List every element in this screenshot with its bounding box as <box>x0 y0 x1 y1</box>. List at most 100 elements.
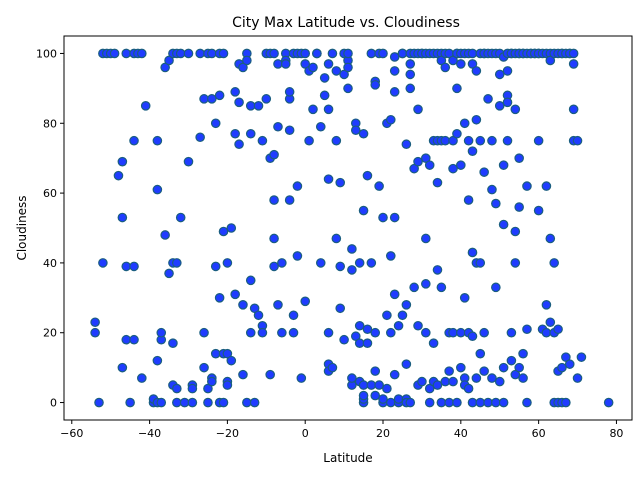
y-tick-label: 20 <box>43 327 57 340</box>
data-point <box>354 258 365 268</box>
data-point <box>436 282 447 293</box>
data-point <box>444 366 454 376</box>
data-point <box>98 258 108 268</box>
data-point <box>409 282 419 293</box>
data-point <box>417 376 427 387</box>
data-point <box>448 163 458 174</box>
data-point <box>218 226 229 237</box>
x-tick-label: −60 <box>60 427 83 440</box>
data-point <box>175 48 186 59</box>
data-point <box>245 327 256 338</box>
data-point <box>214 90 225 101</box>
data-point <box>331 135 342 146</box>
data-point <box>553 324 563 335</box>
data-point <box>117 212 128 223</box>
data-point <box>370 80 381 90</box>
data-point <box>568 59 579 69</box>
data-point <box>502 135 513 146</box>
data-point <box>226 355 237 366</box>
data-point <box>413 104 423 115</box>
data-point <box>494 376 505 387</box>
data-point <box>385 114 396 125</box>
data-point <box>378 394 388 404</box>
x-tick-label: 60 <box>532 427 546 440</box>
data-point <box>514 153 524 163</box>
data-point <box>440 376 451 387</box>
data-point <box>343 48 353 59</box>
data-point <box>199 94 209 104</box>
data-point <box>545 233 556 244</box>
data-point <box>471 114 482 125</box>
data-point <box>475 397 486 408</box>
data-point <box>121 261 132 272</box>
data-point <box>428 338 439 348</box>
data-point <box>187 397 198 408</box>
data-point <box>487 373 497 383</box>
data-point <box>164 268 174 279</box>
data-point <box>572 135 583 146</box>
data-point <box>522 324 532 335</box>
data-point <box>397 310 408 321</box>
data-point <box>121 48 132 59</box>
data-point <box>385 327 396 338</box>
data-point <box>498 362 509 373</box>
data-point <box>459 118 470 129</box>
data-point <box>487 184 497 195</box>
data-point <box>129 261 139 272</box>
data-point <box>366 48 377 59</box>
data-point <box>491 198 501 209</box>
data-point <box>568 104 579 115</box>
data-point <box>522 397 532 408</box>
data-point <box>230 289 240 300</box>
data-point <box>389 212 400 223</box>
data-point <box>199 327 209 338</box>
data-point <box>514 362 524 373</box>
data-point <box>242 55 252 66</box>
data-point <box>483 397 493 408</box>
data-point <box>292 251 303 261</box>
data-point <box>245 275 256 286</box>
data-point <box>370 327 381 338</box>
data-point <box>401 139 412 150</box>
data-point <box>475 258 486 268</box>
data-point <box>218 48 229 59</box>
data-point <box>238 299 248 310</box>
data-point <box>269 195 279 205</box>
data-point <box>172 383 182 394</box>
data-point <box>137 48 147 59</box>
data-point <box>347 244 357 254</box>
data-point <box>207 48 217 59</box>
data-point <box>502 97 513 108</box>
data-point <box>471 66 482 76</box>
data-point <box>413 320 423 331</box>
data-point <box>389 369 400 380</box>
data-point <box>421 279 431 289</box>
data-point <box>315 121 326 132</box>
data-point <box>354 320 365 331</box>
data-point <box>183 48 194 59</box>
data-point <box>366 258 377 268</box>
data-point <box>273 59 283 69</box>
y-axis: 0 20 40 60 80 100 <box>36 47 64 410</box>
data-point <box>269 233 279 244</box>
data-point <box>405 397 416 408</box>
data-point <box>257 135 268 146</box>
data-point <box>498 397 509 408</box>
data-point <box>308 104 318 115</box>
data-point <box>405 69 416 80</box>
data-point <box>222 258 233 268</box>
data-point <box>510 258 521 268</box>
data-point <box>319 73 330 83</box>
data-point <box>284 195 295 205</box>
y-tick-label: 100 <box>36 47 57 60</box>
data-point <box>257 327 268 338</box>
data-point <box>452 397 462 408</box>
data-point <box>156 327 167 338</box>
data-point <box>277 258 287 268</box>
data-point <box>362 324 373 335</box>
data-point <box>405 83 416 94</box>
data-point <box>195 132 205 143</box>
data-point <box>210 261 221 272</box>
data-point <box>335 303 346 314</box>
